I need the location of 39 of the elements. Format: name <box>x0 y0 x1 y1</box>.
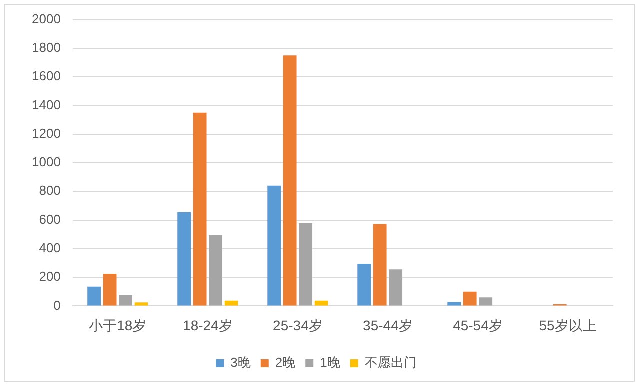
legend-label: 不愿出门 <box>364 355 417 370</box>
bar <box>88 286 101 306</box>
y-tick-label: 1200 <box>32 126 61 141</box>
bar <box>389 270 403 306</box>
y-tick-label: 0 <box>54 298 61 313</box>
bar <box>268 186 282 306</box>
x-tick-label: 55岁以上 <box>539 317 597 334</box>
bar <box>134 302 148 306</box>
x-tick-label: 35-44岁 <box>363 317 413 334</box>
x-tick-label: 小于18岁 <box>89 317 147 334</box>
bar <box>193 112 207 306</box>
y-tick-label: 2000 <box>32 11 61 26</box>
legend-label: 1晚 <box>320 355 340 370</box>
bar <box>209 235 223 306</box>
bar <box>479 298 493 306</box>
y-tick-label: 800 <box>39 183 61 198</box>
y-tick-label: 200 <box>39 269 61 284</box>
bar <box>103 274 117 306</box>
bar <box>448 302 462 306</box>
bar <box>224 300 238 306</box>
y-tick-label: 1600 <box>32 68 61 84</box>
y-tick-label: 400 <box>39 240 61 256</box>
x-tick-label: 18-24岁 <box>183 317 233 334</box>
legend-label: 2晚 <box>275 355 296 370</box>
bar <box>299 223 313 306</box>
bar <box>283 56 297 306</box>
bar <box>358 264 372 306</box>
x-tick-label: 25-34岁 <box>273 317 323 334</box>
y-tick-label: 600 <box>39 212 61 227</box>
legend-label: 3晚 <box>230 355 251 370</box>
bar <box>463 292 477 306</box>
bar <box>178 212 192 306</box>
bar <box>119 295 132 306</box>
y-tick-label: 1800 <box>32 40 61 56</box>
y-tick-label: 1400 <box>32 97 61 112</box>
bar <box>373 224 387 306</box>
bar <box>314 300 328 306</box>
x-tick-label: 45-54岁 <box>453 317 503 334</box>
y-tick-label: 1000 <box>32 154 61 170</box>
